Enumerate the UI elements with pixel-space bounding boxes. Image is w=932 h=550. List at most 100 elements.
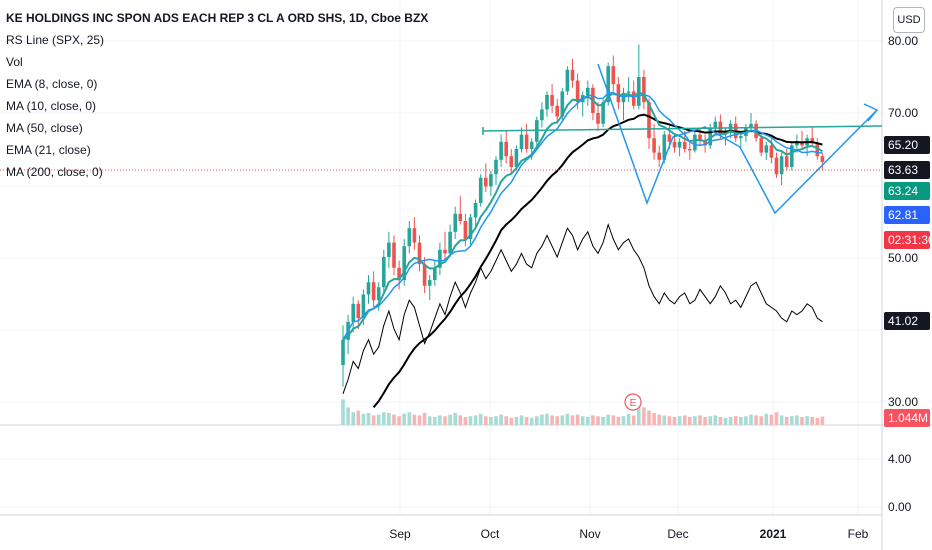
volume-bar <box>805 416 809 425</box>
volume-bar <box>356 410 361 425</box>
price-tag-bg <box>884 161 930 179</box>
candle-body <box>667 134 672 142</box>
candle-body <box>351 303 355 322</box>
legend-ema-21[interactable]: EMA (21, close) <box>6 143 91 157</box>
volume-bar <box>397 416 401 425</box>
candle-body <box>514 149 519 167</box>
volume-bar <box>545 413 549 425</box>
candle-body <box>759 138 763 153</box>
volume-bar <box>524 417 529 425</box>
volume-bar <box>448 414 452 425</box>
earnings-marker-label: E <box>630 398 637 409</box>
candle-body <box>565 69 570 92</box>
candle-body <box>453 213 457 232</box>
candle-body <box>407 228 412 247</box>
volume-bar <box>672 417 677 425</box>
candle-body <box>820 156 825 162</box>
price-axis: 80.00 70.00 50.00 30.00 4.00 0.00 <box>888 34 918 514</box>
volume-bar <box>596 416 600 425</box>
price-tag-bg <box>884 182 930 200</box>
indicator-legend: KE HOLDINGS INC SPON ADS EACH REP 3 CL A… <box>6 7 428 183</box>
candle-body <box>504 141 508 157</box>
volume-bar <box>728 417 733 425</box>
ma-10-line <box>342 91 823 341</box>
symbol-title[interactable]: KE HOLDINGS INC SPON ADS EACH REP 3 CL A… <box>6 11 429 25</box>
volume-bar <box>718 417 723 425</box>
candle-body <box>499 141 503 160</box>
candle-body <box>509 156 514 167</box>
volume-bar <box>565 413 570 425</box>
volume-bar <box>703 417 707 425</box>
price-tag-bg <box>884 409 930 427</box>
candle-body <box>774 157 779 175</box>
legend-ema-8[interactable]: EMA (8, close, 0) <box>6 77 98 91</box>
candle-body <box>468 217 473 239</box>
volume-bar <box>784 417 789 425</box>
volume-bar <box>708 416 712 425</box>
price-axis-label: 30.00 <box>888 395 918 409</box>
price-tag-bg <box>884 312 930 330</box>
candle-body <box>489 174 493 187</box>
volume-bar <box>621 416 626 425</box>
candle-body <box>662 134 667 160</box>
volume-bar <box>407 412 412 425</box>
candle-body <box>356 303 361 319</box>
volume-bar <box>499 414 503 425</box>
volume-bar <box>815 417 820 425</box>
legend-rs-line[interactable]: RS Line (SPX, 25) <box>6 33 105 47</box>
candle-body <box>361 294 366 319</box>
volume-bar <box>376 414 381 425</box>
volume-bar <box>647 410 651 425</box>
volume-bar <box>392 414 396 425</box>
price-tag-label: 63.63 <box>888 163 918 177</box>
volume-axis-label: 4.00 <box>888 452 912 466</box>
volume-bar <box>601 417 605 425</box>
legend-ma-50[interactable]: MA (50, close) <box>6 121 83 135</box>
volume-bar <box>550 415 554 425</box>
candle-body <box>412 228 417 243</box>
volume-bar <box>575 414 580 425</box>
volume-bar <box>759 416 763 425</box>
volume-bar <box>667 416 672 425</box>
candle-body <box>657 152 661 160</box>
neckline <box>482 125 883 132</box>
volume-bar <box>591 415 595 425</box>
volume-bar <box>754 415 758 425</box>
candle-body <box>494 159 498 175</box>
currency-button[interactable]: USD <box>893 7 925 33</box>
volume-bar <box>795 415 799 425</box>
candle-body <box>677 141 682 148</box>
time-axis-label: Dec <box>667 527 688 541</box>
candle-body <box>795 141 799 146</box>
pattern-arrowhead <box>863 103 879 122</box>
volume-bar <box>733 416 738 425</box>
volume-bar <box>739 417 743 425</box>
volume-bar <box>504 416 508 425</box>
candle-body <box>703 140 707 146</box>
volume-bar <box>417 415 422 425</box>
legend-vol[interactable]: Vol <box>6 55 23 69</box>
legend-ma-200[interactable]: MA (200, close, 0) <box>6 165 103 179</box>
candle-body <box>443 249 447 254</box>
volume-bar <box>616 417 621 425</box>
volume-bar <box>820 416 825 425</box>
volume-bar <box>484 416 488 425</box>
candle-body <box>575 80 580 103</box>
time-axis: Sep Oct Nov Dec 2021 Feb <box>389 527 868 541</box>
volume-bar <box>535 416 539 425</box>
volume-bar <box>779 415 784 425</box>
candle-body <box>366 282 371 295</box>
volume-bar <box>494 416 498 425</box>
legend-ma-10[interactable]: MA (10, close, 0) <box>6 99 97 113</box>
candle-body <box>371 282 376 301</box>
price-axis-label: 70.00 <box>888 106 918 120</box>
volume-bar <box>790 416 794 425</box>
price-tag-label: 41.02 <box>888 314 918 328</box>
candle-body <box>779 156 784 175</box>
volume-bar <box>433 417 437 425</box>
volume-bar <box>800 417 804 425</box>
candle-body <box>790 145 794 167</box>
volume-bar <box>693 416 697 425</box>
